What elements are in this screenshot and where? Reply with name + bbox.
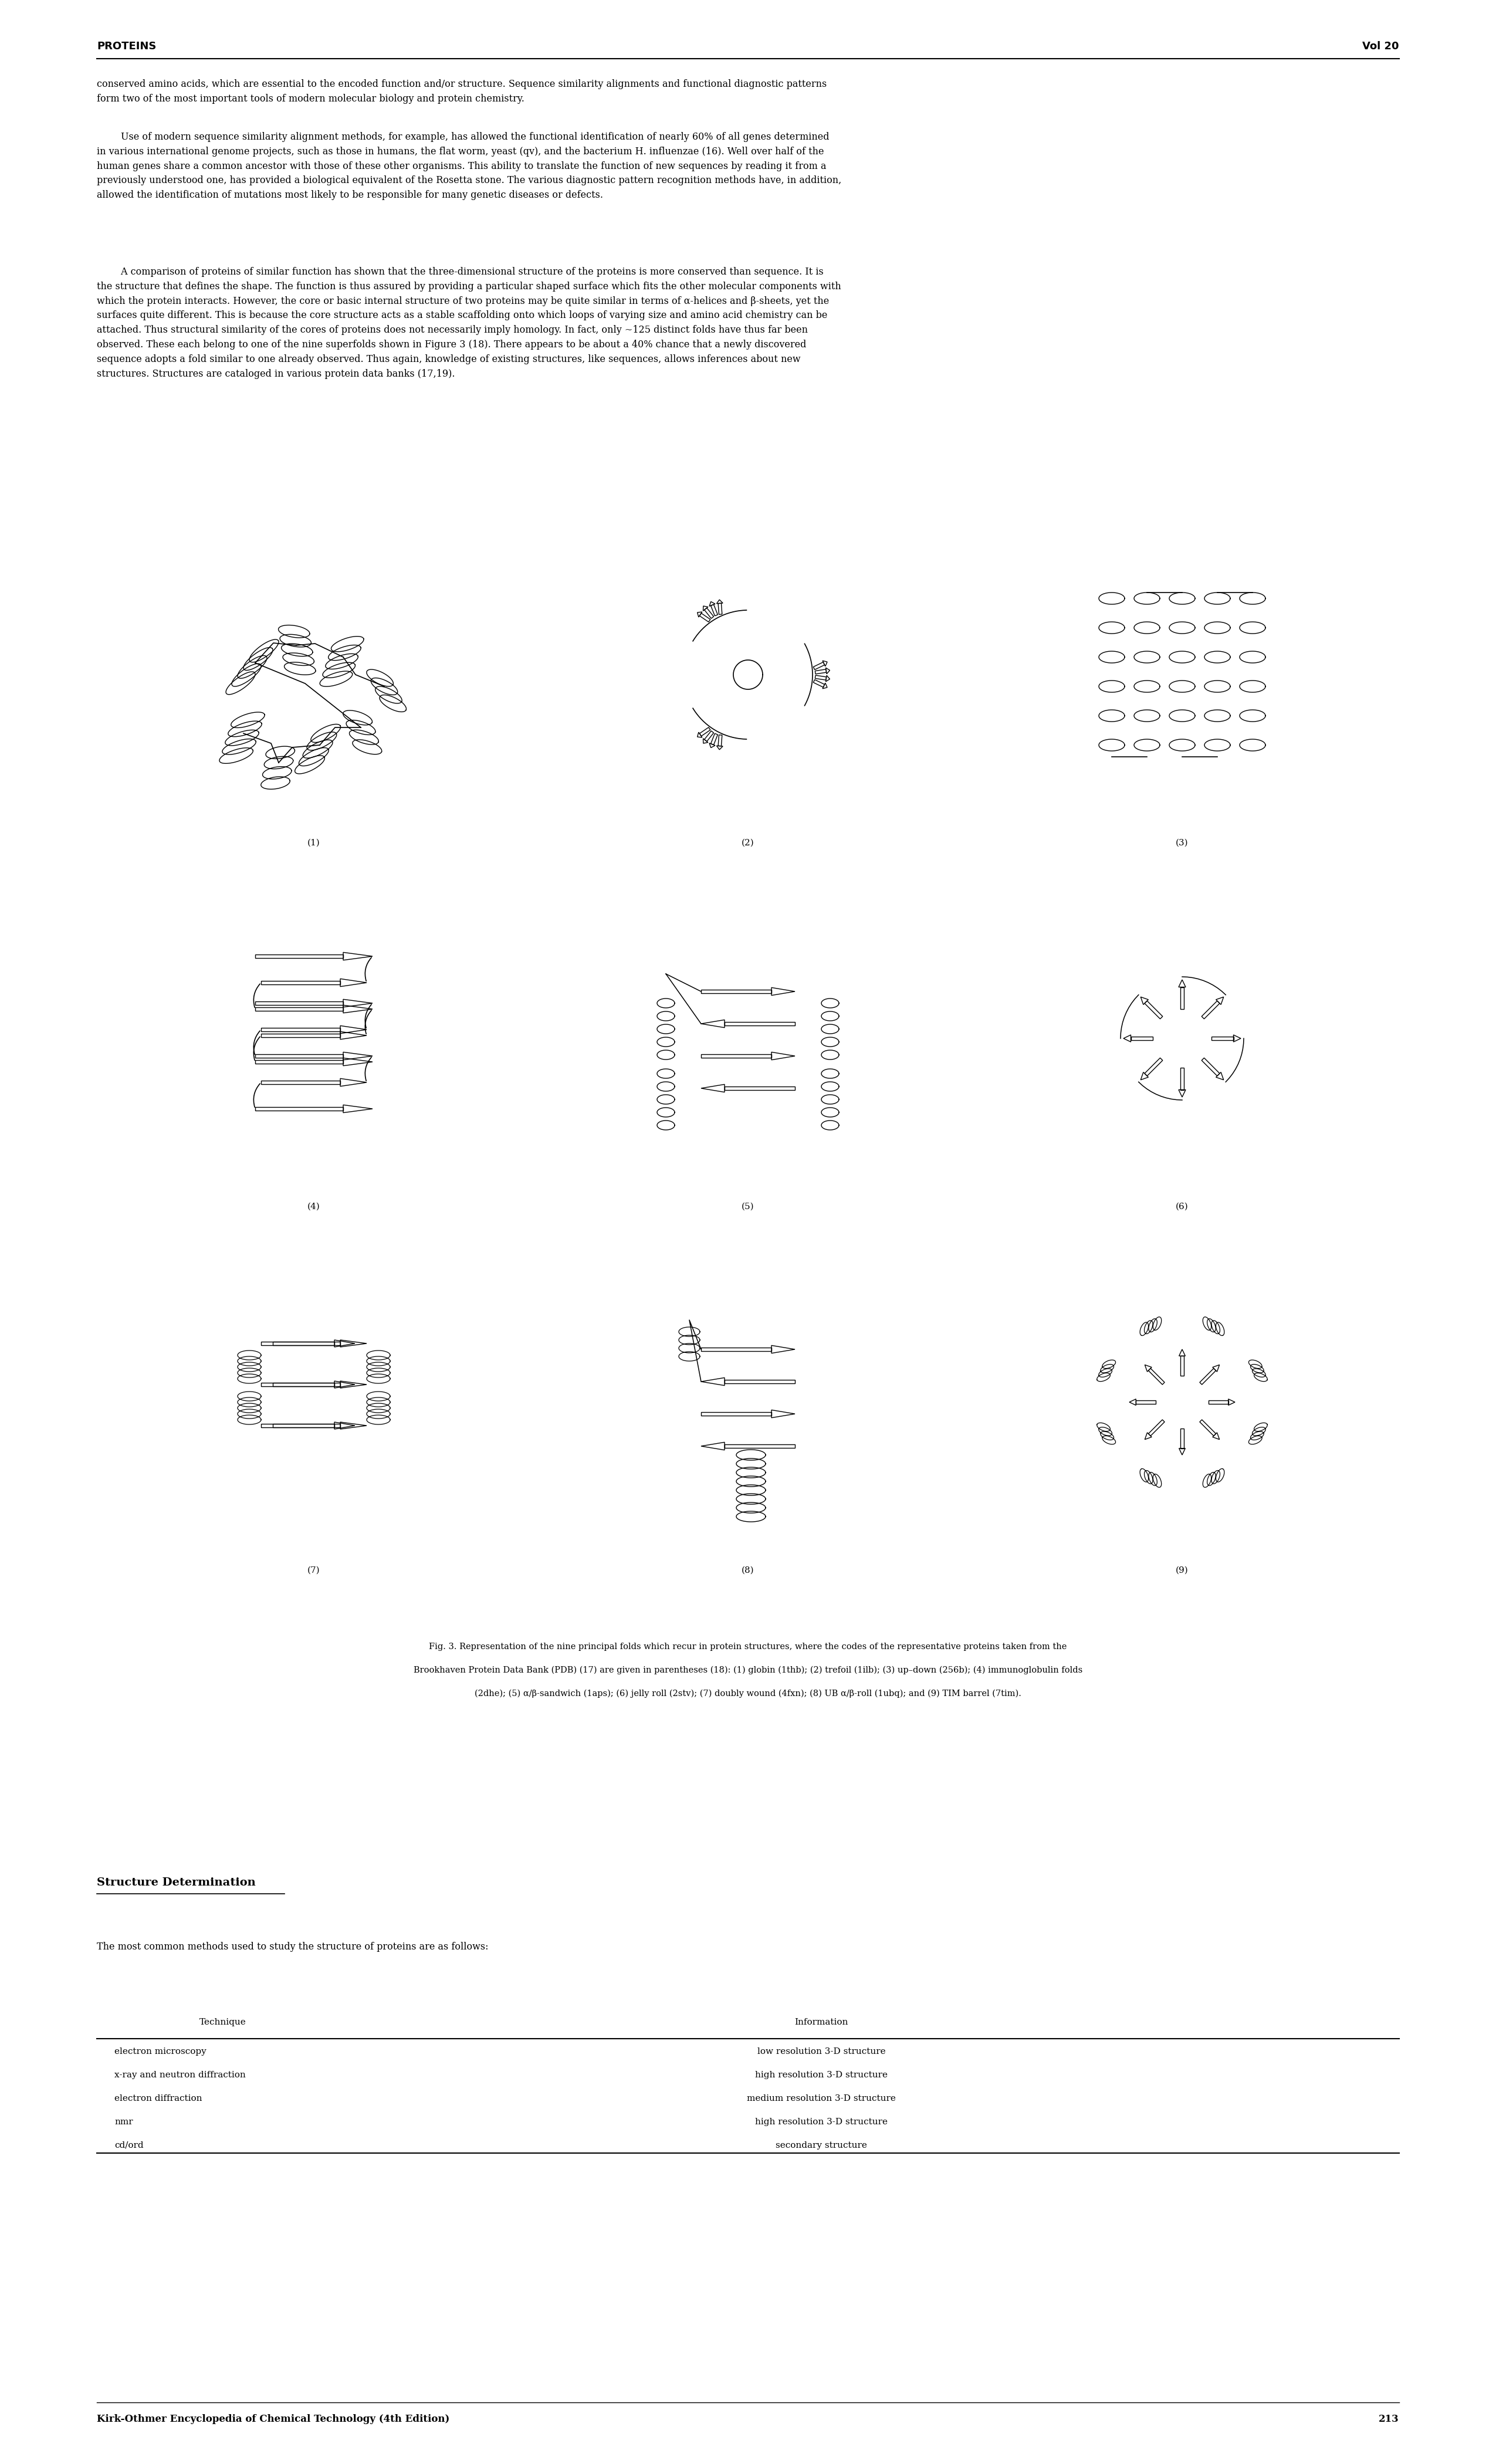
Text: x-ray and neutron diffraction: x-ray and neutron diffraction bbox=[114, 2070, 245, 2080]
Text: low resolution 3-D structure: low resolution 3-D structure bbox=[757, 2048, 886, 2055]
Text: (5): (5) bbox=[742, 1202, 754, 1210]
Text: electron diffraction: electron diffraction bbox=[114, 2094, 202, 2102]
Text: high resolution 3-D structure: high resolution 3-D structure bbox=[755, 2119, 887, 2126]
Text: nmr: nmr bbox=[114, 2119, 133, 2126]
Text: high resolution 3-D structure: high resolution 3-D structure bbox=[755, 2070, 887, 2080]
Text: (6): (6) bbox=[1176, 1202, 1188, 1210]
Text: medium resolution 3-D structure: medium resolution 3-D structure bbox=[747, 2094, 896, 2102]
Text: secondary structure: secondary structure bbox=[775, 2141, 868, 2149]
Text: PROTEINS: PROTEINS bbox=[97, 42, 156, 52]
Text: conserved amino acids, which are essential to the encoded function and/or struct: conserved amino acids, which are essenti… bbox=[97, 79, 827, 103]
Text: Use of modern sequence similarity alignment methods, for example, has allowed th: Use of modern sequence similarity alignm… bbox=[97, 133, 841, 200]
Text: cd/ord: cd/ord bbox=[114, 2141, 144, 2149]
Text: Technique: Technique bbox=[199, 2018, 247, 2025]
Text: (4): (4) bbox=[308, 1202, 320, 1210]
Text: electron microscopy: electron microscopy bbox=[114, 2048, 206, 2055]
Text: (3): (3) bbox=[1176, 838, 1188, 848]
Text: A comparison of proteins of similar function has shown that the three-dimensiona: A comparison of proteins of similar func… bbox=[97, 266, 841, 379]
Text: (1): (1) bbox=[308, 838, 320, 848]
Text: 213: 213 bbox=[1379, 2415, 1399, 2425]
Text: Brookhaven Protein Data Bank (PDB) (17) are given in parentheses (18): (1) globi: Brookhaven Protein Data Bank (PDB) (17) … bbox=[413, 1666, 1083, 1676]
Text: (2dhe); (5) α/β-sandwich (1aps); (6) jelly roll (2stv); (7) doubly wound (4fxn);: (2dhe); (5) α/β-sandwich (1aps); (6) jel… bbox=[474, 1690, 1022, 1698]
Text: (7): (7) bbox=[308, 1567, 320, 1574]
Text: Kirk-Othmer Encyclopedia of Chemical Technology (4th Edition): Kirk-Othmer Encyclopedia of Chemical Tec… bbox=[97, 2415, 450, 2425]
Text: Vol 20: Vol 20 bbox=[1363, 42, 1399, 52]
Text: Fig. 3. Representation of the nine principal folds which recur in protein struct: Fig. 3. Representation of the nine princ… bbox=[429, 1643, 1067, 1651]
Text: (8): (8) bbox=[742, 1567, 754, 1574]
Text: The most common methods used to study the structure of proteins are as follows:: The most common methods used to study th… bbox=[97, 1942, 488, 1951]
Text: (9): (9) bbox=[1176, 1567, 1188, 1574]
Text: Information: Information bbox=[794, 2018, 848, 2025]
Text: Structure Determination: Structure Determination bbox=[97, 1878, 256, 1887]
Text: (2): (2) bbox=[742, 838, 754, 848]
